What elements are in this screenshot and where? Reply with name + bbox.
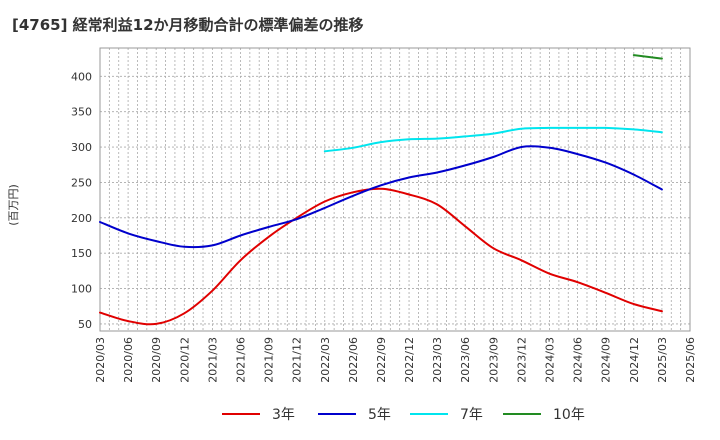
series-line-2 xyxy=(323,126,663,153)
x-tick-label: 2023/09 xyxy=(487,337,500,383)
legend-item: 3年 xyxy=(222,404,295,424)
legend-item: 7年 xyxy=(410,404,483,424)
legend: 3年 5年 7年 10年 xyxy=(0,400,720,430)
x-tick-label: 2024/09 xyxy=(600,337,613,383)
x-tick-label: 2024/06 xyxy=(572,337,585,383)
x-tick-label: 2020/12 xyxy=(178,337,191,383)
x-tick-label: 2022/06 xyxy=(347,337,360,383)
x-tick-label: 2021/09 xyxy=(263,337,276,383)
legend-label: 5年 xyxy=(368,407,391,423)
legend-item: 10年 xyxy=(503,404,585,424)
x-tick-label: 2021/03 xyxy=(206,337,219,383)
x-tick-label: 2023/12 xyxy=(515,337,528,383)
y-tick-label: 350 xyxy=(71,106,92,119)
series-line-3 xyxy=(632,54,663,60)
x-tick-label: 2020/09 xyxy=(150,337,163,383)
x-tick-label: 2023/03 xyxy=(431,337,444,383)
legend-swatch xyxy=(503,413,541,415)
grid-lines xyxy=(100,48,690,331)
y-tick-label: 300 xyxy=(71,141,92,154)
legend-label: 10年 xyxy=(553,407,585,423)
y-tick-label: 200 xyxy=(71,212,92,225)
y-axis-ticks: 50 100 150 200 250 300 350 400 xyxy=(71,70,92,331)
chart-title: [4765] 経常利益12か月移動合計の標準偏差の推移 xyxy=(12,16,364,34)
x-tick-label: 2022/03 xyxy=(319,337,332,383)
legend-item: 5年 xyxy=(318,404,391,424)
series-line-0 xyxy=(99,187,663,326)
x-tick-label: 2020/03 xyxy=(94,337,107,383)
x-tick-label: 2022/09 xyxy=(375,337,388,383)
y-tick-label: 150 xyxy=(71,247,92,260)
series-lines xyxy=(99,54,663,326)
x-tick-label: 2020/06 xyxy=(122,337,135,383)
x-tick-label: 2022/12 xyxy=(403,337,416,383)
y-tick-label: 100 xyxy=(71,283,92,296)
y-tick-label: 400 xyxy=(71,70,92,83)
legend-swatch xyxy=(318,413,356,415)
x-tick-label: 2025/03 xyxy=(656,337,669,383)
legend-label: 3年 xyxy=(272,407,295,423)
x-tick-label: 2023/06 xyxy=(459,337,472,383)
x-tick-label: 2024/03 xyxy=(544,337,557,383)
plot-frame xyxy=(99,47,691,332)
series-line-1 xyxy=(99,145,663,249)
legend-label: 7年 xyxy=(460,407,483,423)
x-axis-ticks: 2020/03 2020/06 2020/09 2020/12 2021/03 2021/… xyxy=(94,337,697,383)
y-tick-label: 250 xyxy=(71,176,92,189)
legend-swatch xyxy=(410,413,448,415)
x-tick-label: 2021/06 xyxy=(234,337,247,383)
legend-swatch xyxy=(222,413,260,415)
x-tick-label: 2021/12 xyxy=(291,337,304,383)
x-tick-label: 2024/12 xyxy=(628,337,641,383)
x-tick-label: 2025/06 xyxy=(684,337,697,383)
y-tick-label: 50 xyxy=(78,318,92,331)
